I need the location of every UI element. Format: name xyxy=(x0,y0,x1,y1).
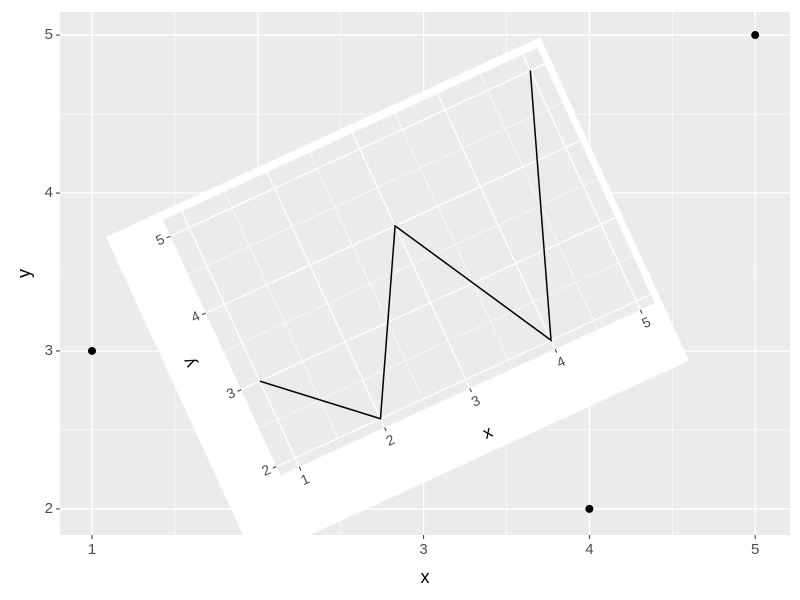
tick-mark xyxy=(201,312,206,316)
grid-line xyxy=(437,93,556,350)
grid-line xyxy=(351,132,471,389)
x-tick-label: 4 xyxy=(585,541,593,558)
grid-line xyxy=(266,171,386,428)
tick-mark xyxy=(469,388,472,393)
minor-grid-line xyxy=(224,191,343,448)
tick-mark xyxy=(166,235,171,239)
y-axis-title: y xyxy=(14,269,34,278)
grid-line xyxy=(522,54,641,311)
x-axis-title: x xyxy=(421,567,430,587)
minor-grid-line xyxy=(309,152,428,409)
grid-line xyxy=(181,211,300,468)
y-tick-label: 4 xyxy=(45,184,53,201)
point xyxy=(751,31,760,40)
minor-grid-line xyxy=(394,113,513,369)
minor-grid-line xyxy=(223,178,598,352)
grid-line xyxy=(205,140,581,314)
tick-mark xyxy=(384,427,387,432)
minor-grid-line xyxy=(480,73,599,330)
y-tick-label: 2 xyxy=(45,500,53,517)
y-tick-label: 3 xyxy=(45,342,53,359)
tick-mark xyxy=(554,348,558,353)
tick-mark xyxy=(272,466,277,469)
minor-grid-line xyxy=(187,102,563,275)
x-tick-label: 3 xyxy=(419,541,427,558)
tick-mark xyxy=(298,466,302,471)
grid-line xyxy=(170,63,546,237)
grid-line xyxy=(240,216,616,391)
line xyxy=(259,70,552,420)
x-tick-label: 5 xyxy=(751,541,759,558)
point xyxy=(87,346,96,355)
grid-line xyxy=(276,293,652,468)
tick-mark xyxy=(639,309,643,314)
y-tick-label: 5 xyxy=(45,26,53,43)
tick-mark xyxy=(237,389,242,392)
point xyxy=(585,504,594,513)
x-tick-label: 1 xyxy=(88,541,96,558)
